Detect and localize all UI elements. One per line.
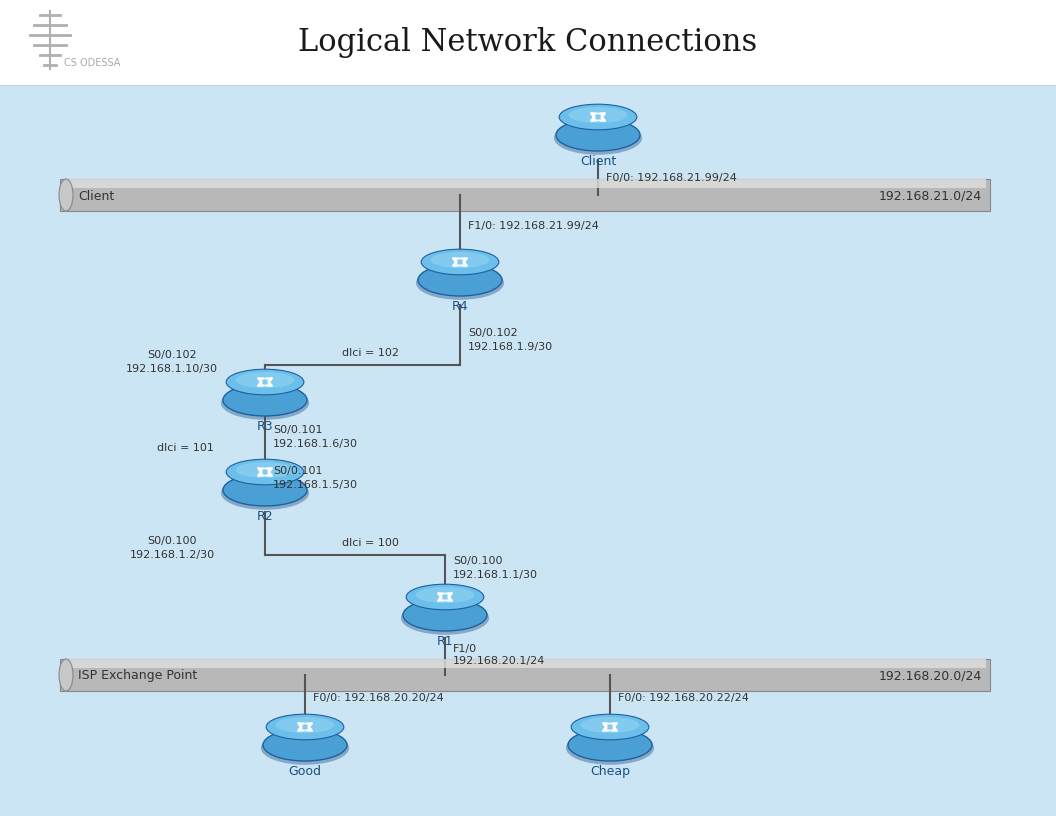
Text: F0/0: 192.168.20.22/24: F0/0: 192.168.20.22/24 (618, 693, 749, 703)
Bar (64, 659, 986, 667)
Bar (0, 0, 1056, 85)
Text: F1/0: 192.168.21.99/24: F1/0: 192.168.21.99/24 (468, 221, 599, 231)
Ellipse shape (276, 717, 335, 733)
Text: S0/0.102
192.168.1.10/30: S0/0.102 192.168.1.10/30 (126, 350, 218, 374)
Text: F0/0: 192.168.21.99/24: F0/0: 192.168.21.99/24 (606, 173, 737, 183)
Text: dlci = 101: dlci = 101 (156, 443, 213, 453)
Text: Client: Client (78, 189, 114, 202)
Text: R1: R1 (437, 635, 453, 648)
Bar (64, 179, 986, 188)
Text: dlci = 102: dlci = 102 (341, 348, 398, 358)
Ellipse shape (566, 731, 654, 765)
Text: 192.168.21.0/24: 192.168.21.0/24 (879, 189, 982, 202)
Text: CS ODESSA: CS ODESSA (64, 57, 120, 68)
Bar (60, 659, 991, 691)
Text: Good: Good (288, 765, 321, 778)
Ellipse shape (416, 266, 504, 299)
Ellipse shape (581, 717, 639, 733)
Text: F0/0: 192.168.20.20/24: F0/0: 192.168.20.20/24 (313, 693, 444, 703)
Ellipse shape (235, 372, 295, 388)
Text: Client: Client (580, 155, 616, 168)
Text: dlci = 100: dlci = 100 (341, 538, 398, 548)
Ellipse shape (263, 729, 347, 761)
Text: Cheap: Cheap (590, 765, 630, 778)
Ellipse shape (226, 369, 304, 395)
Ellipse shape (407, 584, 484, 610)
Ellipse shape (223, 474, 307, 506)
Ellipse shape (421, 249, 498, 275)
Text: S0/0.100
192.168.1.1/30: S0/0.100 192.168.1.1/30 (453, 557, 538, 579)
Ellipse shape (418, 264, 502, 296)
Ellipse shape (221, 477, 309, 510)
Ellipse shape (223, 384, 307, 416)
Ellipse shape (235, 462, 295, 478)
Ellipse shape (557, 119, 640, 151)
Text: Logical Network Connections: Logical Network Connections (299, 27, 757, 58)
Text: S0/0.101
192.168.1.5/30: S0/0.101 192.168.1.5/30 (274, 467, 358, 490)
Ellipse shape (59, 179, 73, 211)
Text: R4: R4 (452, 300, 468, 313)
Ellipse shape (226, 459, 304, 485)
Ellipse shape (401, 601, 489, 635)
Ellipse shape (554, 122, 642, 155)
Ellipse shape (568, 107, 627, 123)
Text: ISP Exchange Point: ISP Exchange Point (78, 669, 197, 682)
Text: F1/0
192.168.20.1/24: F1/0 192.168.20.1/24 (453, 644, 545, 666)
Ellipse shape (568, 729, 652, 761)
Ellipse shape (431, 252, 489, 268)
Ellipse shape (416, 587, 474, 603)
Text: S0/0.100
192.168.1.2/30: S0/0.100 192.168.1.2/30 (130, 536, 214, 560)
Ellipse shape (403, 599, 487, 631)
Ellipse shape (261, 731, 350, 765)
Text: S0/0.102
192.168.1.9/30: S0/0.102 192.168.1.9/30 (468, 328, 553, 352)
Text: S0/0.101
192.168.1.6/30: S0/0.101 192.168.1.6/30 (274, 425, 358, 449)
Text: R2: R2 (257, 510, 274, 523)
Bar (60, 179, 991, 211)
Text: 192.168.20.0/24: 192.168.20.0/24 (879, 669, 982, 682)
Ellipse shape (266, 714, 344, 740)
Text: R3: R3 (257, 420, 274, 433)
Ellipse shape (559, 104, 637, 130)
Ellipse shape (59, 659, 73, 691)
Ellipse shape (221, 386, 309, 419)
Ellipse shape (571, 714, 648, 740)
